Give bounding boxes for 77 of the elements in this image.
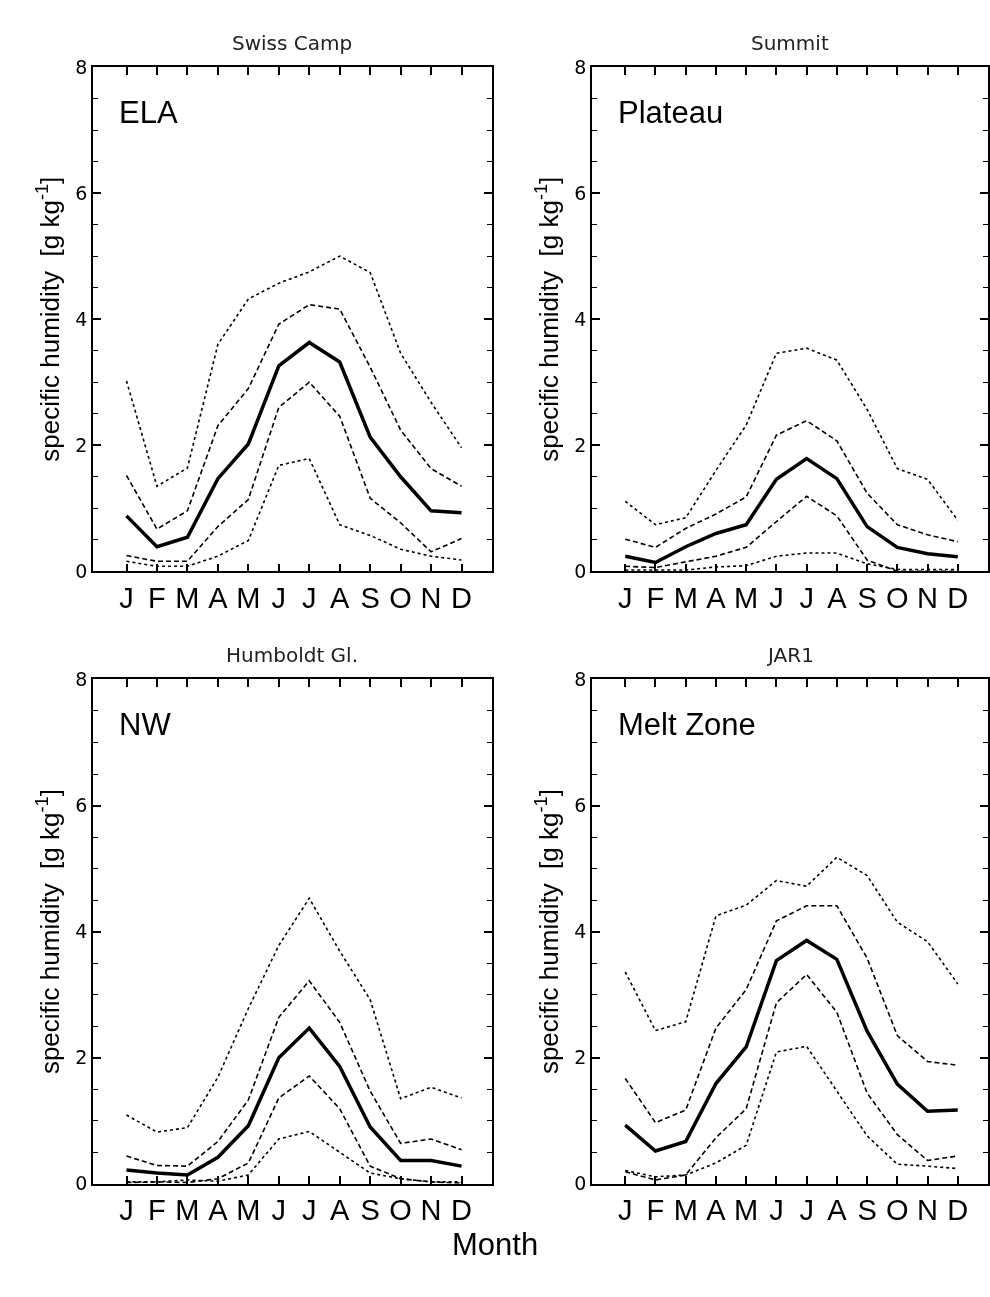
x-tick-label: S [360, 581, 380, 614]
x-tick-label: A [827, 1194, 848, 1227]
x-tick-label: J [302, 1194, 317, 1227]
x-tick-label: N [917, 1194, 939, 1227]
x-tick-label: A [827, 581, 848, 614]
x-tick-label: O [886, 581, 909, 614]
chart-title: Swiss Camp [232, 31, 353, 55]
x-tick-label: N [420, 1194, 442, 1227]
y-tick-label: 4 [574, 307, 587, 330]
y-tick-label: 4 [75, 307, 88, 330]
y-tick-label: 6 [574, 794, 587, 817]
y-tick-label: 6 [75, 794, 88, 817]
x-tick-label: F [646, 581, 665, 614]
y-tick-label: 0 [75, 1172, 88, 1195]
x-tick-label: O [389, 581, 412, 614]
x-tick-label: D [947, 1194, 969, 1227]
chart-title: Humboldt Gl. [226, 643, 358, 667]
x-tick-label: J [618, 581, 633, 614]
x-tick-label: D [451, 1194, 473, 1227]
y-tick-label: 4 [75, 920, 88, 943]
annotation: ELA [119, 95, 178, 130]
x-tick-label: S [857, 581, 877, 614]
chart-title: Summit [751, 31, 829, 55]
x-tick-label: M [734, 1194, 759, 1227]
x-tick-label: M [236, 1194, 261, 1227]
y-tick-label: 0 [574, 1172, 587, 1195]
x-tick-label: A [208, 1194, 229, 1227]
x-tick-label: M [236, 581, 261, 614]
y-tick-label: 2 [75, 1046, 88, 1069]
x-tick-label: J [769, 1194, 784, 1227]
x-tick-label: S [360, 1194, 380, 1227]
x-tick-label: D [451, 581, 473, 614]
y-tick-label: 8 [75, 668, 88, 691]
x-axis-title: Month [452, 1227, 539, 1262]
x-tick-label: J [618, 1194, 633, 1227]
x-tick-label: A [706, 1194, 727, 1227]
annotation: Plateau [618, 95, 724, 130]
x-tick-label: O [389, 1194, 412, 1227]
x-tick-label: J [769, 581, 784, 614]
x-tick-label: F [148, 1194, 166, 1227]
y-tick-label: 0 [75, 559, 88, 582]
y-tick-label: 8 [574, 668, 587, 691]
x-tick-label: J [302, 581, 317, 614]
x-tick-label: N [917, 581, 939, 614]
annotation: Melt Zone [618, 707, 756, 742]
x-tick-label: F [148, 581, 166, 614]
x-tick-label: F [646, 1194, 665, 1227]
x-tick-label: N [420, 581, 442, 614]
y-tick-label: 8 [75, 55, 88, 78]
x-tick-label: M [673, 581, 698, 614]
y-tick-label: 6 [574, 181, 587, 204]
annotation: NW [119, 707, 172, 742]
x-tick-label: A [330, 1194, 351, 1227]
x-tick-label: J [799, 1194, 814, 1227]
x-tick-label: A [706, 581, 727, 614]
x-tick-label: M [175, 581, 200, 614]
y-tick-label: 2 [574, 433, 587, 456]
x-tick-label: A [208, 581, 229, 614]
x-tick-label: O [886, 1194, 909, 1227]
x-tick-label: D [947, 581, 969, 614]
x-tick-label: A [330, 581, 351, 614]
x-tick-label: J [799, 581, 814, 614]
x-tick-label: J [119, 581, 134, 614]
x-tick-label: J [119, 1194, 134, 1227]
x-tick-label: M [175, 1194, 200, 1227]
x-tick-label: S [857, 1194, 877, 1227]
y-tick-label: 4 [574, 920, 587, 943]
chart-title: JAR1 [766, 643, 814, 667]
y-tick-label: 2 [75, 433, 88, 456]
y-tick-label: 8 [574, 55, 587, 78]
x-tick-label: J [271, 1194, 287, 1227]
y-tick-label: 6 [75, 181, 88, 204]
y-tick-label: 0 [574, 559, 587, 582]
x-tick-label: J [271, 581, 287, 614]
x-tick-label: M [673, 1194, 698, 1227]
y-tick-label: 2 [574, 1046, 587, 1069]
x-tick-label: M [734, 581, 759, 614]
